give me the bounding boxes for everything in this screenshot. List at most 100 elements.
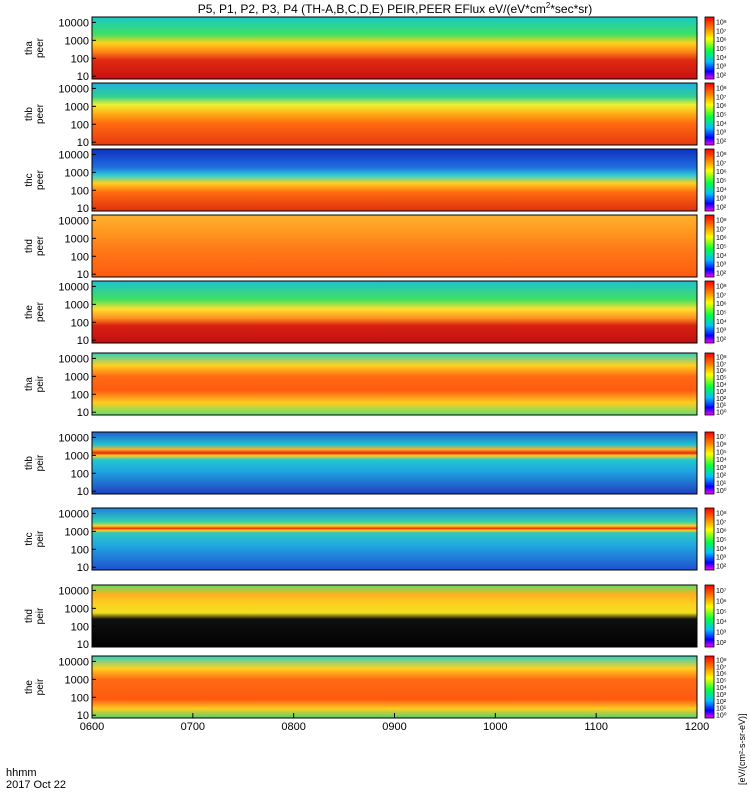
colorbar-tick-label: 10⁵ xyxy=(716,609,727,616)
colorbar-tick-label: 10⁷ xyxy=(716,519,727,526)
panel-label: thapeir xyxy=(24,375,46,392)
colorbar-tick-label: 10³ xyxy=(716,64,727,71)
y-tick-label: 100 xyxy=(71,251,89,263)
colorbar-thb_peer xyxy=(704,82,715,146)
colorbar-tick-label: 10² xyxy=(716,205,727,212)
y-tick-label: 1000 xyxy=(65,35,89,47)
colorbar-tick-label: 10³ xyxy=(716,328,727,335)
y-tick-label: 100 xyxy=(71,692,89,704)
colorbar-thc_peer xyxy=(704,148,715,212)
spectrogram-thc_peer xyxy=(92,149,697,211)
panel-the_peir: 10100100010000thepeir10⁰10¹10²10³10⁴10⁵1… xyxy=(24,655,727,722)
colorbar-tick-label: 10³ xyxy=(716,692,727,699)
panel-label: thcpeer xyxy=(24,169,46,190)
colorbar-tick-label: 10⁰ xyxy=(716,712,727,720)
colorbar-tick-label: 10⁴ xyxy=(716,382,727,389)
panel-frame xyxy=(91,584,698,648)
y-tick-label: 100 xyxy=(71,317,89,329)
colorbar-tick-label: 10² xyxy=(716,73,727,80)
y-tick-label: 10000 xyxy=(58,149,89,161)
y-tick-label: 10000 xyxy=(58,585,89,597)
colorbar-tick-label: 10⁴ xyxy=(716,121,727,128)
colorbar-tick-label: 10⁵ xyxy=(716,112,727,119)
colorbar-thc_peir xyxy=(704,507,715,571)
colorbar-tick-label: 10⁸ xyxy=(716,217,727,224)
colorbar-tick-label: 10⁶ xyxy=(716,169,727,176)
colorbar-thd_peir xyxy=(704,584,715,648)
y-tick-label: 10 xyxy=(77,269,89,281)
colorbar-tick-label: 10⁴ xyxy=(716,55,727,62)
colorbar-tick-label: 10⁷ xyxy=(716,588,727,595)
colorbar-tick-label: 10⁰ xyxy=(716,409,727,417)
y-tick-label: 10000 xyxy=(58,215,89,227)
panel-label: thcpeir xyxy=(24,530,46,547)
x-tick-label: 0600 xyxy=(80,721,104,733)
x-tick-label: 0800 xyxy=(281,721,305,733)
spectrogram-thb_peir xyxy=(92,432,697,494)
y-tick-label: 1000 xyxy=(65,526,89,538)
colorbar-tick-label: 10³ xyxy=(716,630,727,637)
x-tick-label: 0900 xyxy=(382,721,406,733)
colorbar-tick-label: 10⁵ xyxy=(716,310,727,317)
colorbar-tick-label: 10¹ xyxy=(716,706,727,713)
panel-thb_peir: 10100100010000thbpeir10⁰10¹10²10³10⁴10⁵1… xyxy=(24,431,727,498)
y-tick-label: 1000 xyxy=(65,371,89,383)
colorbar-the_peir xyxy=(704,655,715,719)
panel-label: thbpeer xyxy=(24,103,46,124)
time-axis: 0600 0700 0800 0900 1000 1100 1200 xyxy=(80,713,709,733)
y-tick-label: 100 xyxy=(71,119,89,131)
spectrogram-the_peir xyxy=(92,656,697,718)
colorbar-tick-label: 10⁷ xyxy=(716,160,727,167)
panel-the_peer: 10 100 1000 10000 thepeer 10² 10³ 10⁴ 10⁵ 10⁶ 10⁷ 1… xyxy=(24,280,727,347)
colorbar-thd_peer xyxy=(704,214,715,278)
colorbar-tha_peer xyxy=(704,16,715,80)
colorbar-tick-label: 10⁶ xyxy=(716,528,727,535)
x-tick-label: 1200 xyxy=(685,721,709,733)
colorbar-tick-label: 10⁴ xyxy=(716,685,727,692)
y-tick-label: 100 xyxy=(71,544,89,556)
colorbar-tick-label: 10⁸ xyxy=(716,510,727,517)
colorbar-tick-label: 10⁵ xyxy=(716,46,727,53)
y-tick-label: 1000 xyxy=(65,603,89,615)
panel-thc_peer: 10 100 1000 10000 thcpeer 10² 10³ 10⁴ 10⁵ 10⁶ 10⁷ 1… xyxy=(24,148,727,215)
spectrogram-thd_peir xyxy=(92,585,697,647)
panel-tha_peir: 10100100010000thapeir10⁰10¹10²10³10⁴10⁵1… xyxy=(24,352,727,419)
colorbar-tick-label: 10⁸ xyxy=(716,85,727,92)
colorbar-tick-label: 10⁶ xyxy=(716,103,727,110)
x-tick-label: 0700 xyxy=(181,721,205,733)
y-tick-label: 10 xyxy=(77,486,89,498)
colorbar-tick-label: 10⁶ xyxy=(716,235,727,242)
colorbar-tick-label: 10² xyxy=(716,139,727,146)
y-tick-label: 1000 xyxy=(65,167,89,179)
spectrogram-thc_peir xyxy=(92,508,697,570)
colorbar-tick-label: 10⁸ xyxy=(716,19,727,26)
y-tick-label: 100 xyxy=(71,389,89,401)
colorbar-tick-label: 10⁶ xyxy=(716,37,727,44)
colorbar-tick-label: 10⁷ xyxy=(716,434,727,441)
y-tick-label: 10 xyxy=(77,639,89,651)
y-tick-label: 10 xyxy=(77,335,89,347)
y-tick-label: 100 xyxy=(71,468,89,480)
colorbar-tick-label: 10⁴ xyxy=(716,187,727,194)
colorbar-tick-label: 10⁶ xyxy=(716,671,727,678)
colorbar-tick-label: 10⁵ xyxy=(716,678,727,685)
colorbar-tick-label: 10² xyxy=(716,271,727,278)
colorbar-tick-label: 10³ xyxy=(716,196,727,203)
panel-thb_peer: 10 100 1000 10000 thbpeer 10² 10³ 10⁴ 10⁵ 10⁶ 10⁷ 1… xyxy=(24,82,727,149)
colorbar-tick-label: 10² xyxy=(716,396,727,403)
x-tick-label: 1100 xyxy=(584,721,608,733)
panel-frame xyxy=(91,431,698,495)
panel-frame xyxy=(91,82,698,146)
y-tick-label: 10000 xyxy=(58,432,89,444)
y-tick-label: 1000 xyxy=(65,233,89,245)
date-label: 2017 Oct 22 xyxy=(6,779,66,791)
y-tick-label: 10000 xyxy=(58,508,89,520)
y-tick-label: 10000 xyxy=(58,83,89,95)
spectrogram-panels: 10100100010000thapeer10²10³10⁴10⁵10⁶10⁷1… xyxy=(24,16,727,722)
colorbar-tick-label: 10⁷ xyxy=(716,94,727,101)
y-tick-label: 10 xyxy=(77,710,89,722)
colorbar-tick-label: 10¹ xyxy=(716,403,727,410)
colorbar-tick-label: 10⁴ xyxy=(716,546,727,553)
y-tick-label: 1000 xyxy=(65,450,89,462)
